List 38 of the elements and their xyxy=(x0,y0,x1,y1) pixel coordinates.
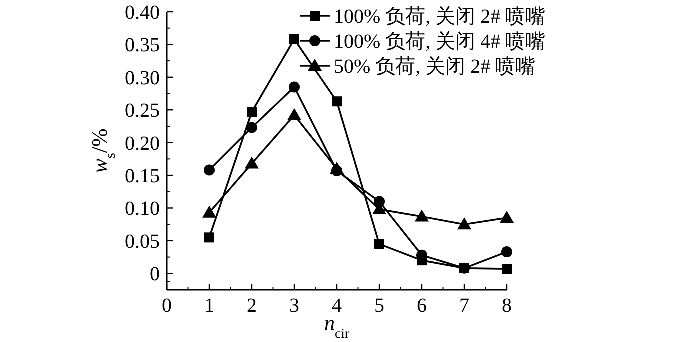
y-tick-label: 0 xyxy=(150,264,160,286)
y-tick-label: 0.10 xyxy=(125,198,160,220)
point xyxy=(290,34,300,44)
point xyxy=(246,122,258,134)
legend-label: 50% 负荷, 关闭 2# 喷嘴 xyxy=(334,56,536,78)
x-tick-label: 5 xyxy=(374,295,384,317)
x-tick-label: 1 xyxy=(204,295,214,317)
point xyxy=(245,156,259,169)
x-tick-label: 7 xyxy=(460,295,470,317)
legend-label: 100% 负荷, 关闭 2# 喷嘴 xyxy=(334,6,546,28)
x-tick-label: 2 xyxy=(247,295,257,317)
point xyxy=(502,246,512,258)
point xyxy=(332,165,342,176)
point xyxy=(374,239,384,250)
y-tick-label: 0.15 xyxy=(125,166,160,188)
point xyxy=(288,108,302,120)
y-tick-label: 0.25 xyxy=(125,100,160,122)
x-tick-label: 6 xyxy=(417,295,427,317)
x-tick-label: 3 xyxy=(290,295,300,317)
y-tick-label: 0.35 xyxy=(125,34,160,57)
point xyxy=(415,210,429,222)
y-tick-label: 0.05 xyxy=(125,230,160,253)
point xyxy=(204,232,214,243)
point xyxy=(460,263,470,274)
point xyxy=(204,164,215,176)
legend-label: 100% 负荷, 关闭 4# 喷嘴 xyxy=(334,31,546,53)
y-tick-label: 0.40 xyxy=(125,2,160,24)
point xyxy=(374,196,385,208)
point xyxy=(332,96,342,107)
point xyxy=(458,218,472,230)
y-tick-label: 0.20 xyxy=(125,132,160,155)
point xyxy=(289,82,300,93)
point xyxy=(202,206,216,218)
y-tick-label: 0.30 xyxy=(125,67,160,90)
point xyxy=(502,264,512,274)
point xyxy=(500,211,514,224)
point xyxy=(247,107,257,118)
x-tick-label: 8 xyxy=(502,295,512,317)
